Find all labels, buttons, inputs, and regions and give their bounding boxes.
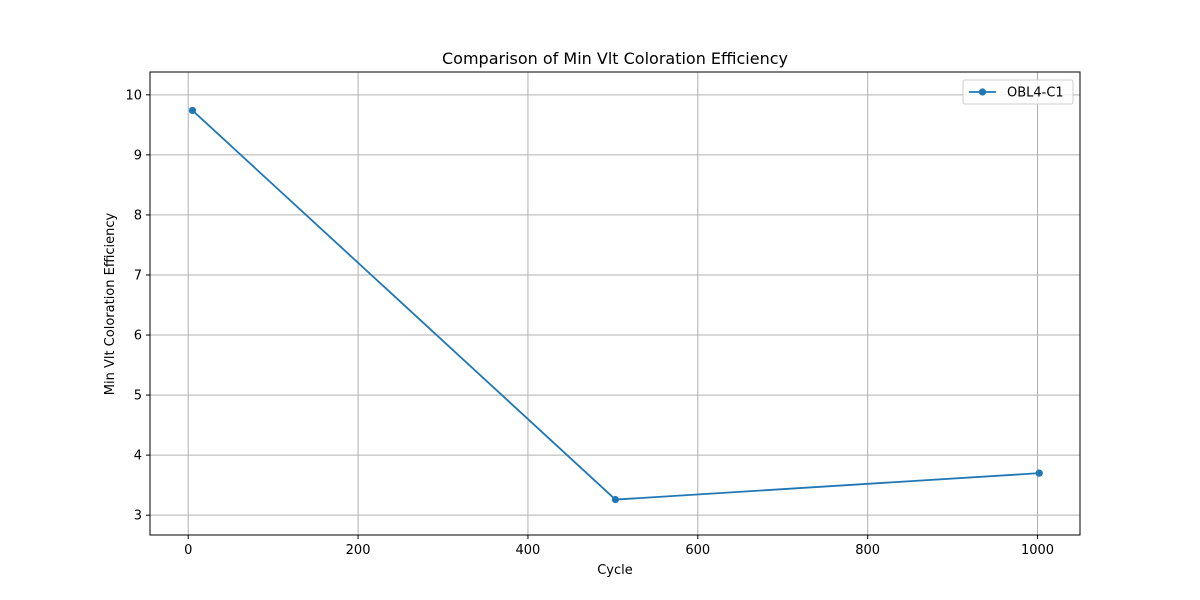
y-tick-label: 8 [134,208,142,223]
plot-area-frame [149,71,1081,536]
data-point [188,106,197,115]
y-tick-label: 10 [125,88,142,103]
y-tick-label: 7 [134,268,142,283]
grid-lines [150,72,1080,535]
y-tick-label: 5 [134,389,142,404]
x-tick-label: 1000 [1021,543,1054,558]
x-tick-label: 600 [685,543,710,558]
y-tick-label: 3 [134,509,142,524]
legend-label: OBL4-C1 [1007,86,1064,101]
legend: OBL4-C1 [962,79,1074,105]
legend-dot-marker [978,88,987,96]
x-tick-label: 800 [855,543,880,558]
y-tick-label: 4 [134,449,142,464]
x-tick-label: 200 [346,543,371,558]
legend-box [962,79,1074,105]
x-tick-label: 0 [184,543,192,558]
chart-title: Comparison of Min Vlt Coloration Efficie… [442,49,788,68]
data-point [1035,469,1043,477]
y-tick-label: 9 [134,148,142,163]
y-tick-label: 6 [134,329,142,344]
series-line [191,109,1040,501]
data-point [611,495,620,504]
series-layer [188,106,1043,504]
axis-ticks: 0 200 400 600 800 1000 3 4 5 6 7 8 9 10 [125,88,1054,558]
x-tick-label: 400 [516,543,541,558]
y-axis-label: Min Vlt Coloration Efficiency [103,212,118,395]
x-axis-label: Cycle [597,563,633,578]
